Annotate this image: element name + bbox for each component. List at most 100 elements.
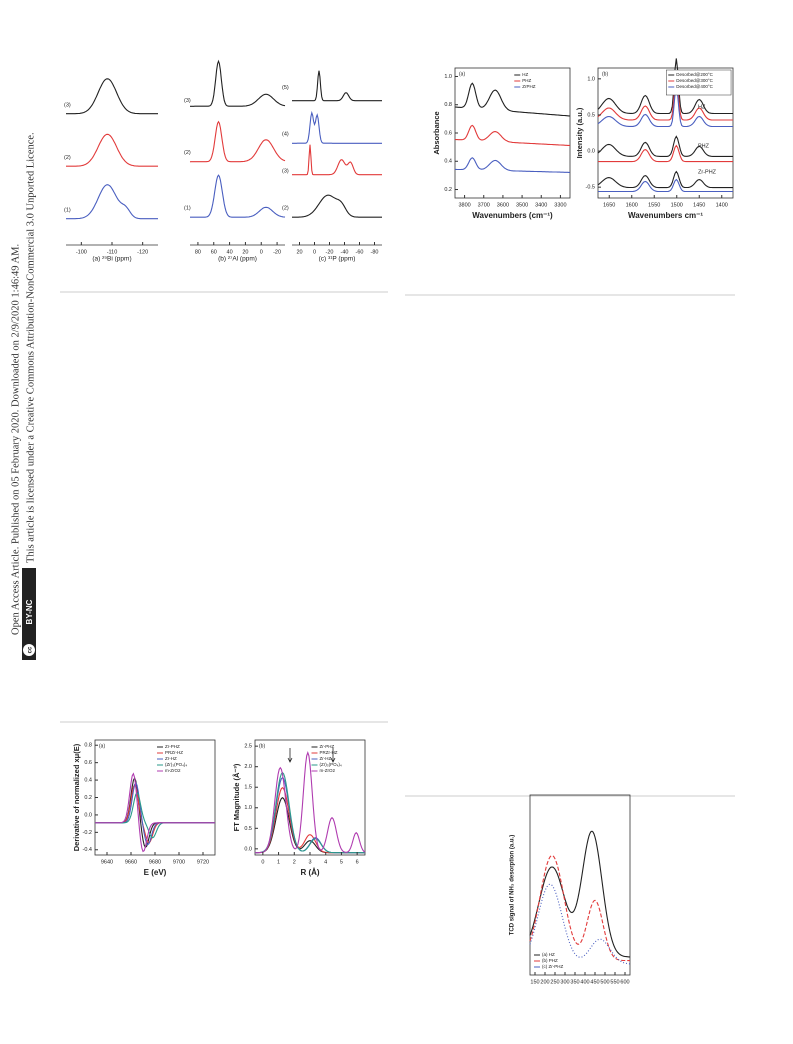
x-tick-label: 450	[590, 979, 599, 985]
figure-panel: 3800 3700 3600 3500 3400 3300 1.0 0.8 0.6 0.4 0.2 W…	[432, 67, 571, 220]
x-tick-label: -110	[107, 249, 118, 255]
x-tick-label: 500	[600, 979, 609, 985]
spectrum-curve	[455, 157, 570, 173]
x-tick-label: -120	[137, 249, 148, 255]
spectrum-curve	[66, 184, 158, 220]
x-axis-label: E (eV)	[144, 868, 167, 877]
x-tick-label: 1600	[626, 202, 638, 208]
y-tick-label: 0.8	[84, 743, 92, 749]
panel-title: (b)	[602, 71, 608, 77]
y-axis-label: Absorbance	[432, 111, 441, 154]
legend-label: Desorbed@300°C	[676, 78, 713, 83]
spectrum-curve	[454, 124, 571, 147]
spectrum-curve	[598, 178, 733, 193]
x-tick-label: 9720	[197, 859, 209, 865]
trace-label: (4)	[282, 131, 289, 137]
figure-panel: 80 60 40 20 0 -20 (b) ²⁷Al (ppm) (3) (2) (1)	[184, 59, 286, 263]
spectrum-curve	[66, 133, 158, 167]
spectrum-curve	[597, 74, 733, 121]
y-tick-label: 0.2	[444, 187, 452, 193]
x-tick-label: 300	[560, 979, 569, 985]
legend-label: m-ZrO2	[320, 768, 336, 773]
spectrum-curve	[529, 855, 630, 962]
plot-frame	[597, 67, 734, 199]
figure-panel: 150 200 250 300 350 400 450 500 550 600 TCD signal…	[510, 794, 631, 985]
legend-label: (c) Zr-PHZ	[542, 964, 563, 969]
y-tick-label: 0.0	[587, 149, 595, 155]
x-tick-label: 200	[540, 979, 549, 985]
x-tick-label: 600	[620, 979, 629, 985]
legend-label: Zr-HZ	[320, 756, 332, 761]
y-axis-label: Derivative of normalized xμ(E)	[72, 743, 81, 851]
access-note: Open Access Article. Published on 05 Feb…	[10, 244, 21, 635]
legend-label: ZrPHZ	[522, 84, 535, 89]
spectrum-curve	[292, 194, 382, 218]
x-tick-label: 4	[324, 859, 327, 865]
x-tick-label: 0	[260, 249, 263, 255]
trace-label: (5)	[282, 85, 289, 91]
trace-label: (2)	[184, 150, 191, 156]
y-tick-label: -0.4	[83, 847, 92, 853]
x-tick-label: 3300	[554, 202, 566, 208]
figure-panel: 0 1 2 3 4 5 6 2.5 2.0 1.5 1.0 0.5 0.0 R (Å) FT Magnitu…	[232, 739, 366, 877]
x-tick-label: -100	[76, 249, 87, 255]
spectrum-curve	[292, 70, 382, 102]
licence-badge[interactable]: cc BY-NC	[22, 568, 36, 660]
x-tick-label: 1500	[671, 202, 683, 208]
x-tick-label: 1450	[693, 202, 705, 208]
spectrum-curve	[454, 82, 571, 117]
y-tick-label: 0.4	[84, 778, 92, 784]
x-tick-label: 6	[356, 859, 359, 865]
y-tick-label: 0.6	[84, 760, 92, 766]
x-tick-label: -60	[356, 249, 364, 255]
x-axis-label: Wavenumbers (cm⁻¹)	[472, 211, 553, 220]
y-tick-label: 2.5	[244, 744, 252, 750]
y-tick-label: 0.8	[444, 102, 452, 108]
spectrum-curve	[95, 772, 215, 853]
x-axis-label: Wavenumbers cm⁻¹	[628, 211, 703, 220]
plot-frame	[529, 794, 631, 976]
figure-panel: 1650 1600 1550 1500 1450 1400 1.0 0.5 0.0 -0.5 Wav…	[575, 58, 734, 220]
x-tick-label: 9680	[149, 859, 161, 865]
y-tick-label: 0.5	[587, 112, 595, 118]
spectrum-curve	[255, 751, 366, 854]
x-tick-label: 9640	[101, 859, 113, 865]
x-tick-label: 9660	[125, 859, 137, 865]
x-tick-label: 3500	[516, 202, 528, 208]
legend-label: Desorbed@400°C	[676, 84, 713, 89]
x-tick-label: -20	[326, 249, 334, 255]
legend-label: PHZ	[522, 78, 531, 83]
arrow	[287, 748, 293, 763]
x-tick-label: 1650	[603, 202, 615, 208]
trace-label: (3)	[184, 98, 191, 104]
legend-label: Zr-PHZ	[320, 744, 335, 749]
panel-title: (a)	[459, 71, 465, 77]
y-tick-label: -0.5	[586, 185, 595, 191]
y-tick-label: 1.5	[244, 785, 252, 791]
x-tick-label: 20	[296, 249, 302, 255]
trace-label: (3)	[64, 102, 71, 108]
trace-label: PHZ	[698, 143, 710, 149]
legend-label: (Zr)₃(PO₄)₄	[165, 762, 187, 767]
legend-label: (Zr)₃(PO₄)₄	[320, 762, 342, 767]
y-tick-label: 0.0	[84, 812, 92, 818]
x-tick-label: 150	[530, 979, 539, 985]
badge-text: BY-NC	[25, 599, 34, 624]
spectrum-curve	[66, 78, 158, 115]
licence-note: This article is licensed under a Creativ…	[25, 132, 36, 563]
spectrum-curve	[597, 135, 733, 157]
trace-label: (2)	[282, 205, 289, 211]
legend-label: (a) HZ	[542, 952, 555, 957]
x-tick-label: 1550	[648, 202, 660, 208]
x-tick-label: -20	[273, 249, 281, 255]
y-tick-label: 1.0	[444, 74, 452, 80]
spectrum-curve	[597, 86, 733, 128]
spectrum-curve	[598, 144, 733, 163]
trace-label: (2)	[64, 155, 71, 161]
x-tick-label: 1400	[716, 202, 728, 208]
legend-label: Zr-PHZ	[165, 744, 180, 749]
legend-label: PRZr-HZ	[320, 750, 338, 755]
x-tick-label: 2	[293, 859, 296, 865]
x-tick-label: 9700	[173, 859, 185, 865]
